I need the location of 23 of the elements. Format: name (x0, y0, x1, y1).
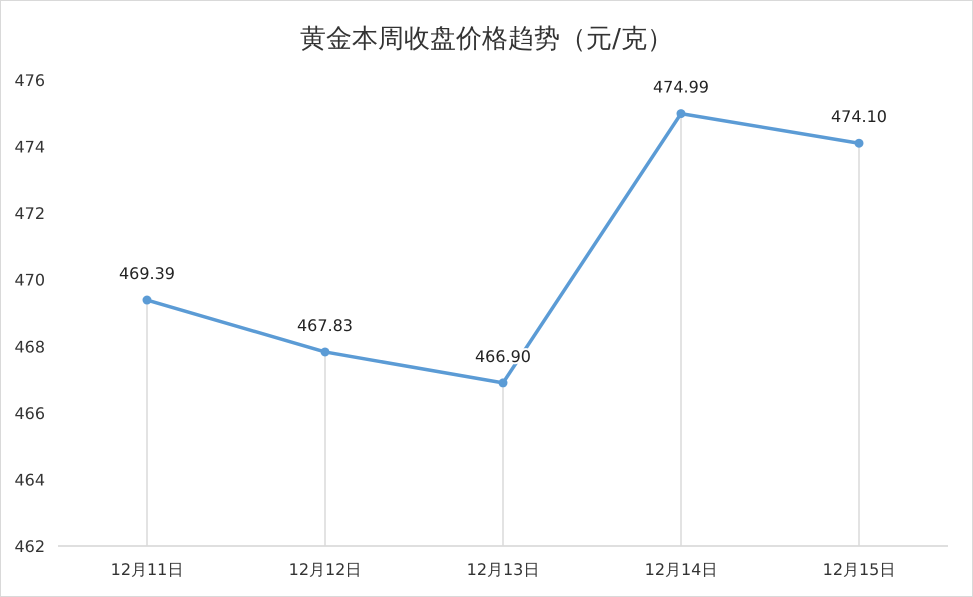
text: 474.99 (653, 78, 709, 97)
chart-title: 黄金本周收盘价格趋势（元/克） (300, 24, 673, 54)
y-tick-label: 466 (14, 404, 45, 423)
point (142, 296, 152, 305)
text: 469.39 (119, 264, 175, 284)
point (498, 378, 508, 388)
y-tick-label: 474 (14, 138, 45, 157)
y-tick-label: 470 (14, 270, 45, 290)
text: 467.83 (297, 316, 353, 335)
y-tick-label: 462 (14, 537, 45, 556)
y-tick-label: 464 (14, 470, 45, 490)
x-tick-label: 12月11日 (110, 560, 184, 579)
point (320, 347, 330, 356)
x-tick-label: 12月13日 (466, 560, 540, 579)
point (854, 138, 864, 148)
x-tick-label: 12月15日 (822, 560, 896, 579)
y-tick-label: 468 (14, 337, 45, 356)
x-tick-label: 12月12日 (288, 560, 362, 579)
y-tick-label: 472 (14, 204, 45, 224)
x-tick-label: 12月14日 (644, 560, 718, 579)
y-tick-label: 476 (14, 71, 45, 90)
text: 474.10 (831, 107, 887, 126)
point (676, 109, 686, 118)
